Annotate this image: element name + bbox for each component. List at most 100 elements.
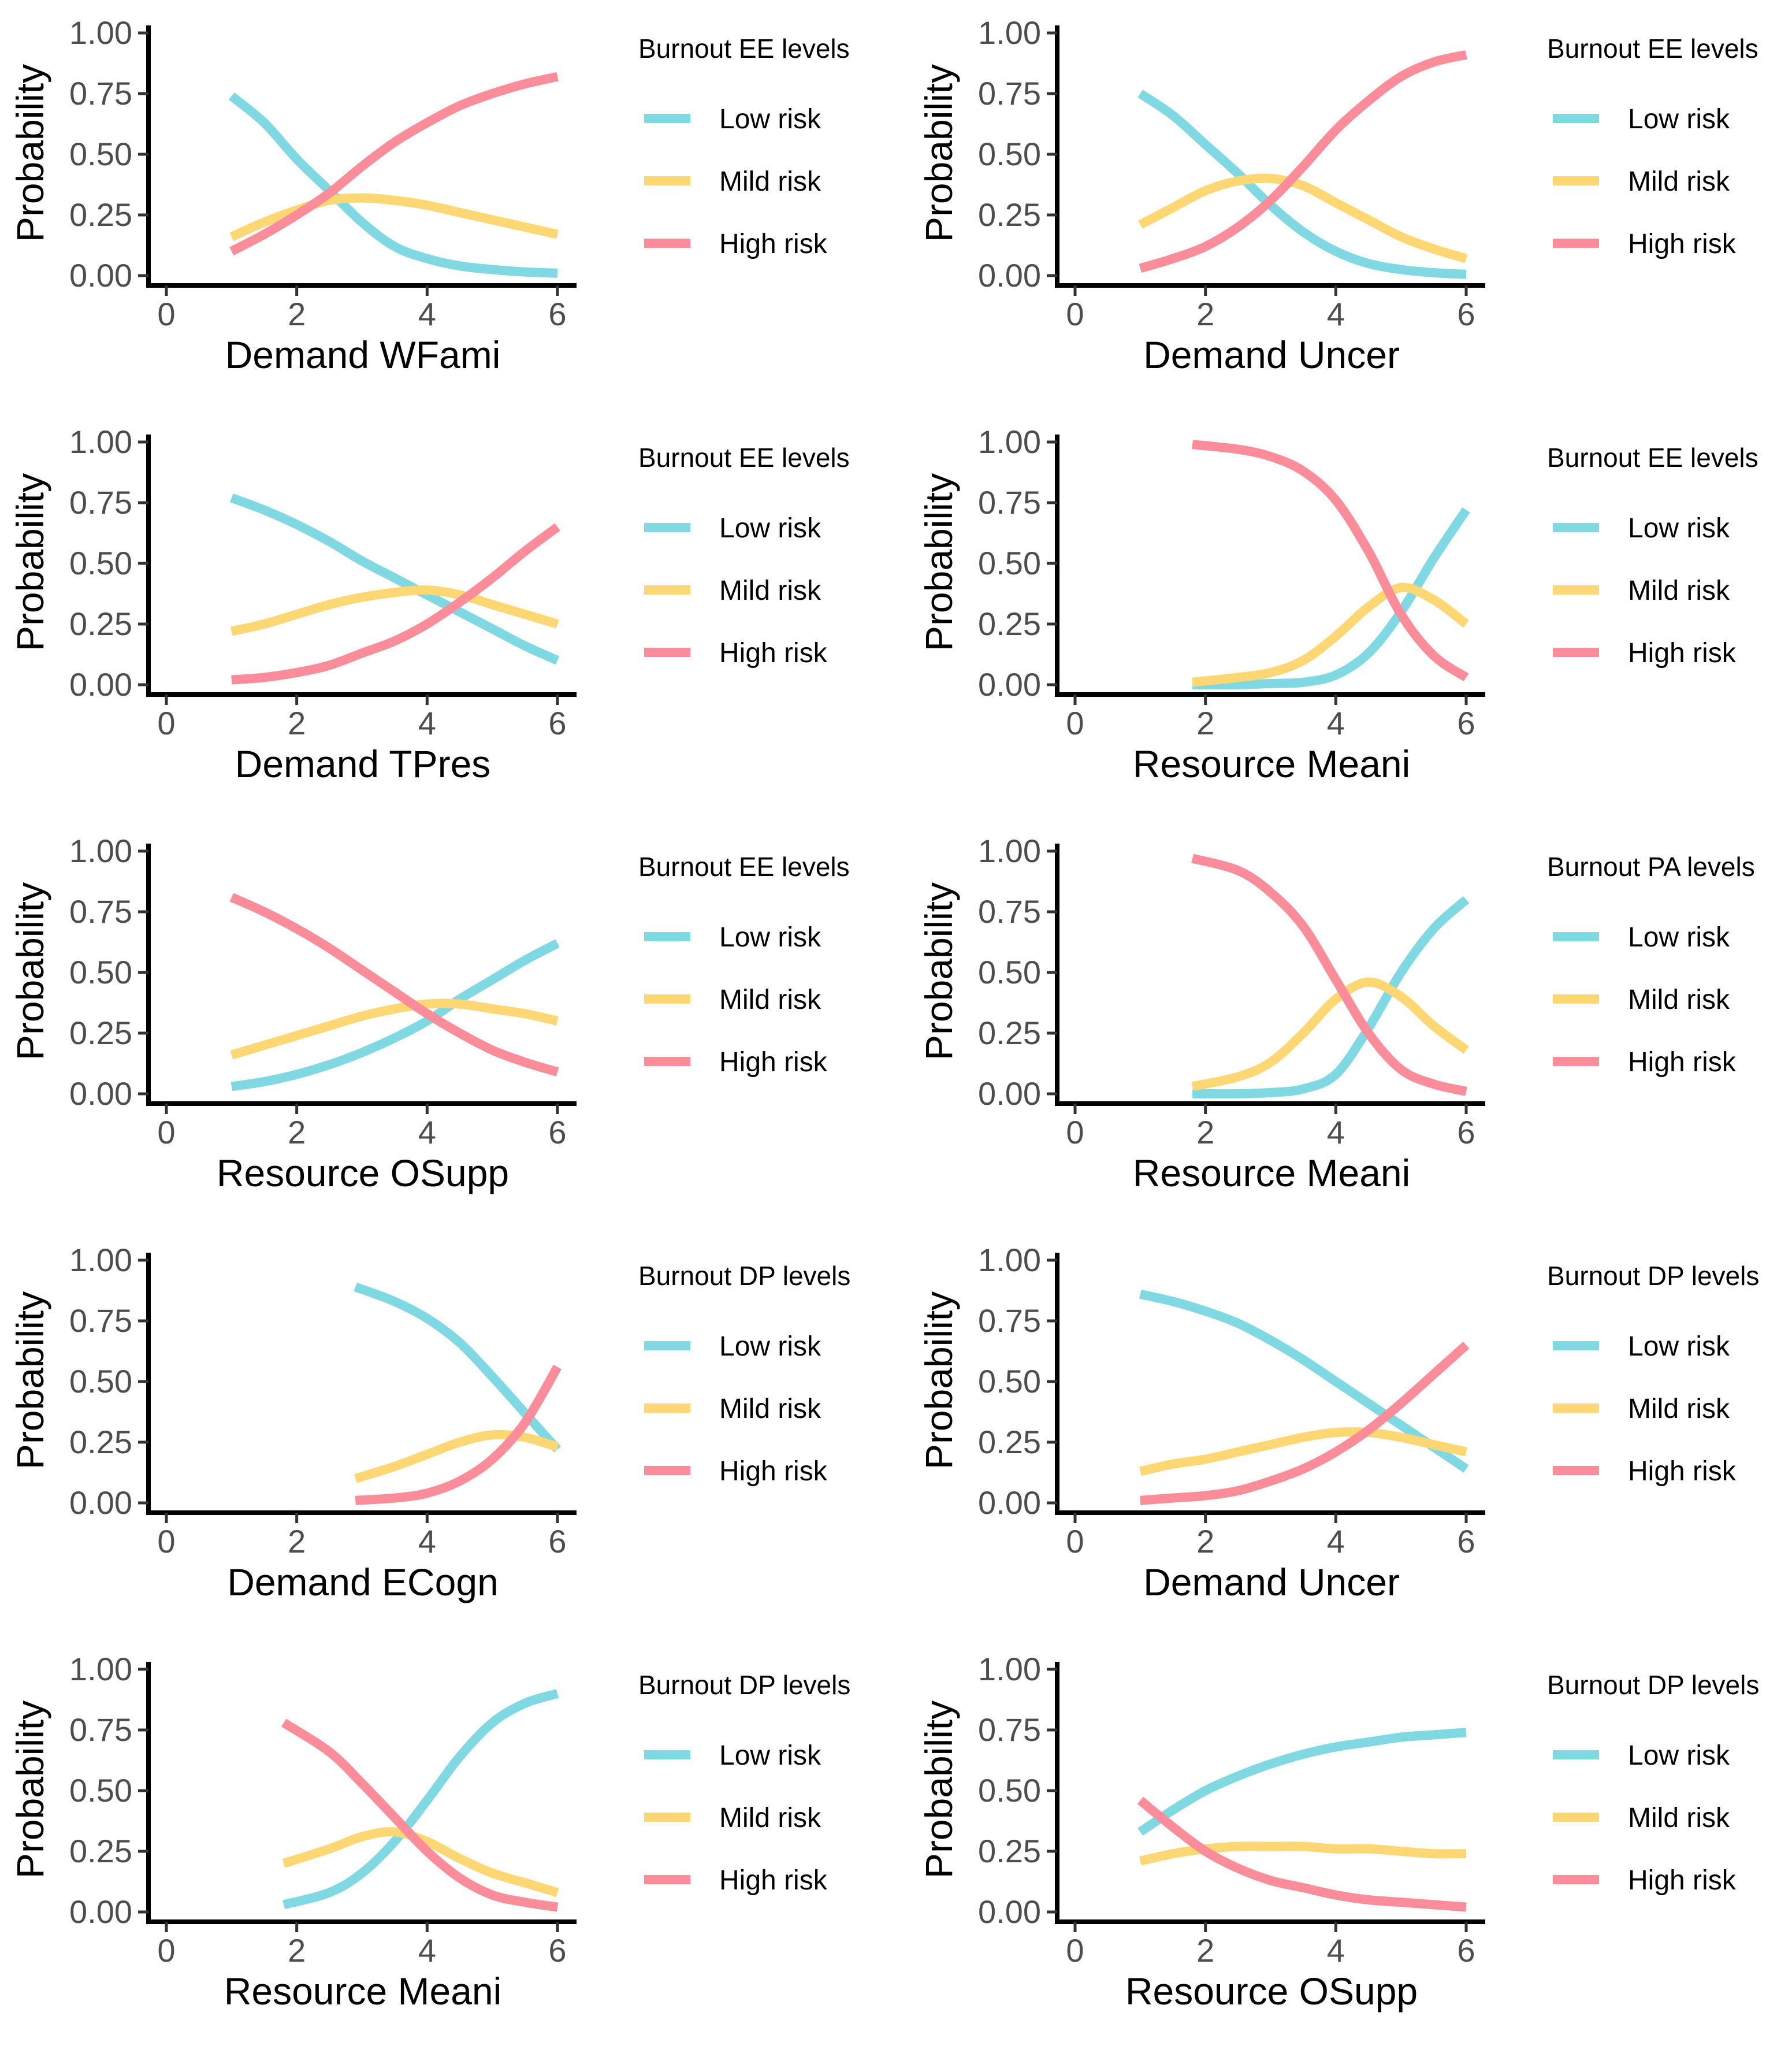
legend-label: Mild risk bbox=[719, 575, 821, 606]
y-tick-label: 0.00 bbox=[978, 1075, 1041, 1112]
y-tick-label: 0.00 bbox=[978, 1893, 1041, 1930]
panel-9: 0.00 0.25 0.50 0.75 1.00 0 2 4 6 Resource Meani Pr… bbox=[9, 1651, 850, 2013]
series-line-low bbox=[1192, 507, 1470, 690]
legend-label: High risk bbox=[719, 1047, 828, 1078]
y-tick-label: 1.00 bbox=[978, 1651, 1041, 1687]
y-tick-label: 0.75 bbox=[978, 893, 1041, 930]
x-tick-label: 6 bbox=[548, 1932, 566, 1969]
legend: Burnout EE levels Low risk Mild risk High r… bbox=[638, 443, 850, 669]
series-line-low bbox=[230, 493, 560, 665]
legend-label: High risk bbox=[1628, 1456, 1737, 1487]
legend-label: High risk bbox=[719, 638, 828, 669]
y-tick-label: 0.25 bbox=[69, 196, 132, 233]
y-tick-label: 0.75 bbox=[69, 893, 132, 930]
y-tick-label: 0.00 bbox=[978, 666, 1041, 703]
y-axis-title: Probability bbox=[9, 64, 51, 242]
series-line-low bbox=[1137, 90, 1467, 279]
y-tick-label: 0.50 bbox=[978, 1772, 1041, 1809]
y-axis-title: Probability bbox=[917, 1700, 960, 1878]
legend: Burnout DP levels Low risk Mild risk High r… bbox=[638, 1670, 850, 1896]
panel-10: 0.00 0.25 0.50 0.75 1.00 0 2 4 6 Resource OSupp Pr… bbox=[917, 1651, 1759, 2013]
series-line-high bbox=[231, 523, 560, 685]
legend-title: Burnout DP levels bbox=[638, 1261, 850, 1291]
x-tick-label: 2 bbox=[1196, 1523, 1214, 1560]
x-axis-title: Resource OSupp bbox=[1125, 1970, 1418, 2013]
legend-title: Burnout DP levels bbox=[1547, 1670, 1759, 1700]
legend-label: Mild risk bbox=[1628, 1394, 1730, 1424]
legend: Burnout DP levels Low risk Mild risk High r… bbox=[1547, 1670, 1759, 1896]
series-line-mild bbox=[282, 1827, 559, 1898]
y-axis-title: Probability bbox=[9, 473, 51, 651]
y-tick-label: 0.00 bbox=[978, 1484, 1041, 1521]
x-tick-label: 0 bbox=[157, 296, 175, 332]
y-tick-label: 0.00 bbox=[69, 257, 132, 294]
legend-label: High risk bbox=[719, 229, 828, 259]
x-tick-label: 6 bbox=[548, 296, 566, 332]
series-line-low bbox=[228, 92, 558, 278]
x-tick-label: 2 bbox=[288, 1114, 306, 1150]
y-tick-label: 1.00 bbox=[978, 14, 1041, 51]
x-tick-label: 0 bbox=[1066, 1114, 1084, 1150]
x-tick-label: 2 bbox=[288, 296, 306, 332]
series-line-mild bbox=[1139, 1841, 1467, 1866]
x-tick-label: 4 bbox=[418, 1523, 436, 1560]
series-line-mild bbox=[1192, 582, 1469, 687]
legend-label: High risk bbox=[1628, 1865, 1737, 1896]
y-tick-label: 0.25 bbox=[978, 1015, 1041, 1051]
legend-label: High risk bbox=[1628, 229, 1737, 259]
series-line-high bbox=[1140, 1342, 1470, 1505]
x-axis-title: Resource Meani bbox=[1133, 742, 1411, 785]
y-tick-label: 0.25 bbox=[69, 1833, 132, 1869]
y-tick-label: 0.75 bbox=[69, 1302, 132, 1339]
y-axis-title: Probability bbox=[9, 882, 51, 1060]
y-tick-label: 0.75 bbox=[978, 1711, 1041, 1748]
x-axis-title: Resource OSupp bbox=[217, 1152, 509, 1194]
y-tick-label: 0.25 bbox=[69, 1424, 132, 1460]
legend: Burnout EE levels Low risk Mild risk High r… bbox=[1547, 443, 1758, 669]
y-tick-label: 0.00 bbox=[69, 666, 132, 703]
x-tick-label: 0 bbox=[1066, 705, 1084, 741]
y-tick-label: 0.75 bbox=[69, 1711, 132, 1748]
legend-title: Burnout EE levels bbox=[1547, 443, 1758, 473]
series-line-mild bbox=[1138, 173, 1468, 263]
legend-label: Mild risk bbox=[719, 166, 821, 197]
series-line-mild bbox=[230, 998, 559, 1060]
y-axis-title: Probability bbox=[917, 64, 960, 242]
x-tick-label: 6 bbox=[548, 1523, 566, 1560]
legend-title: Burnout DP levels bbox=[638, 1670, 850, 1700]
series-line-low bbox=[354, 1282, 561, 1453]
x-axis-title: Demand ECogn bbox=[227, 1561, 499, 1603]
y-axis-title: Probability bbox=[917, 1291, 960, 1469]
x-tick-label: 4 bbox=[1327, 1932, 1345, 1969]
legend-label: High risk bbox=[1628, 1047, 1737, 1078]
legend-label: Low risk bbox=[719, 1331, 821, 1362]
x-tick-label: 2 bbox=[288, 1523, 306, 1560]
y-tick-label: 1.00 bbox=[69, 1651, 132, 1687]
y-tick-label: 0.50 bbox=[69, 1363, 132, 1399]
y-tick-label: 1.00 bbox=[978, 424, 1041, 460]
x-axis-title: Demand WFami bbox=[225, 333, 501, 376]
legend-label: High risk bbox=[719, 1865, 828, 1896]
y-tick-label: 1.00 bbox=[978, 1242, 1041, 1278]
series-line-high bbox=[1139, 50, 1467, 273]
x-tick-label: 2 bbox=[1196, 296, 1214, 332]
x-tick-label: 4 bbox=[418, 1932, 436, 1969]
x-tick-label: 6 bbox=[1457, 296, 1475, 332]
x-tick-label: 0 bbox=[157, 1523, 175, 1560]
y-tick-label: 0.25 bbox=[69, 1015, 132, 1051]
legend-title: Burnout EE levels bbox=[638, 34, 850, 64]
legend: Burnout PA levels Low risk Mild risk High r… bbox=[1547, 852, 1755, 1078]
y-axis-title: Probability bbox=[9, 1291, 51, 1469]
panel-4: 0.00 0.25 0.50 0.75 1.00 0 2 4 6 Resource Meani Pr… bbox=[917, 424, 1758, 785]
legend: Burnout DP levels Low risk Mild risk High r… bbox=[638, 1261, 850, 1487]
y-tick-label: 0.75 bbox=[978, 1302, 1041, 1339]
legend-label: Low risk bbox=[719, 922, 821, 953]
x-tick-label: 6 bbox=[1457, 1932, 1475, 1969]
legend-label: High risk bbox=[1628, 638, 1737, 669]
x-tick-label: 2 bbox=[1196, 705, 1214, 741]
y-tick-label: 0.00 bbox=[69, 1893, 132, 1930]
y-tick-label: 0.25 bbox=[978, 196, 1041, 233]
x-tick-label: 6 bbox=[548, 1114, 566, 1150]
series-line-high bbox=[1191, 853, 1467, 1096]
